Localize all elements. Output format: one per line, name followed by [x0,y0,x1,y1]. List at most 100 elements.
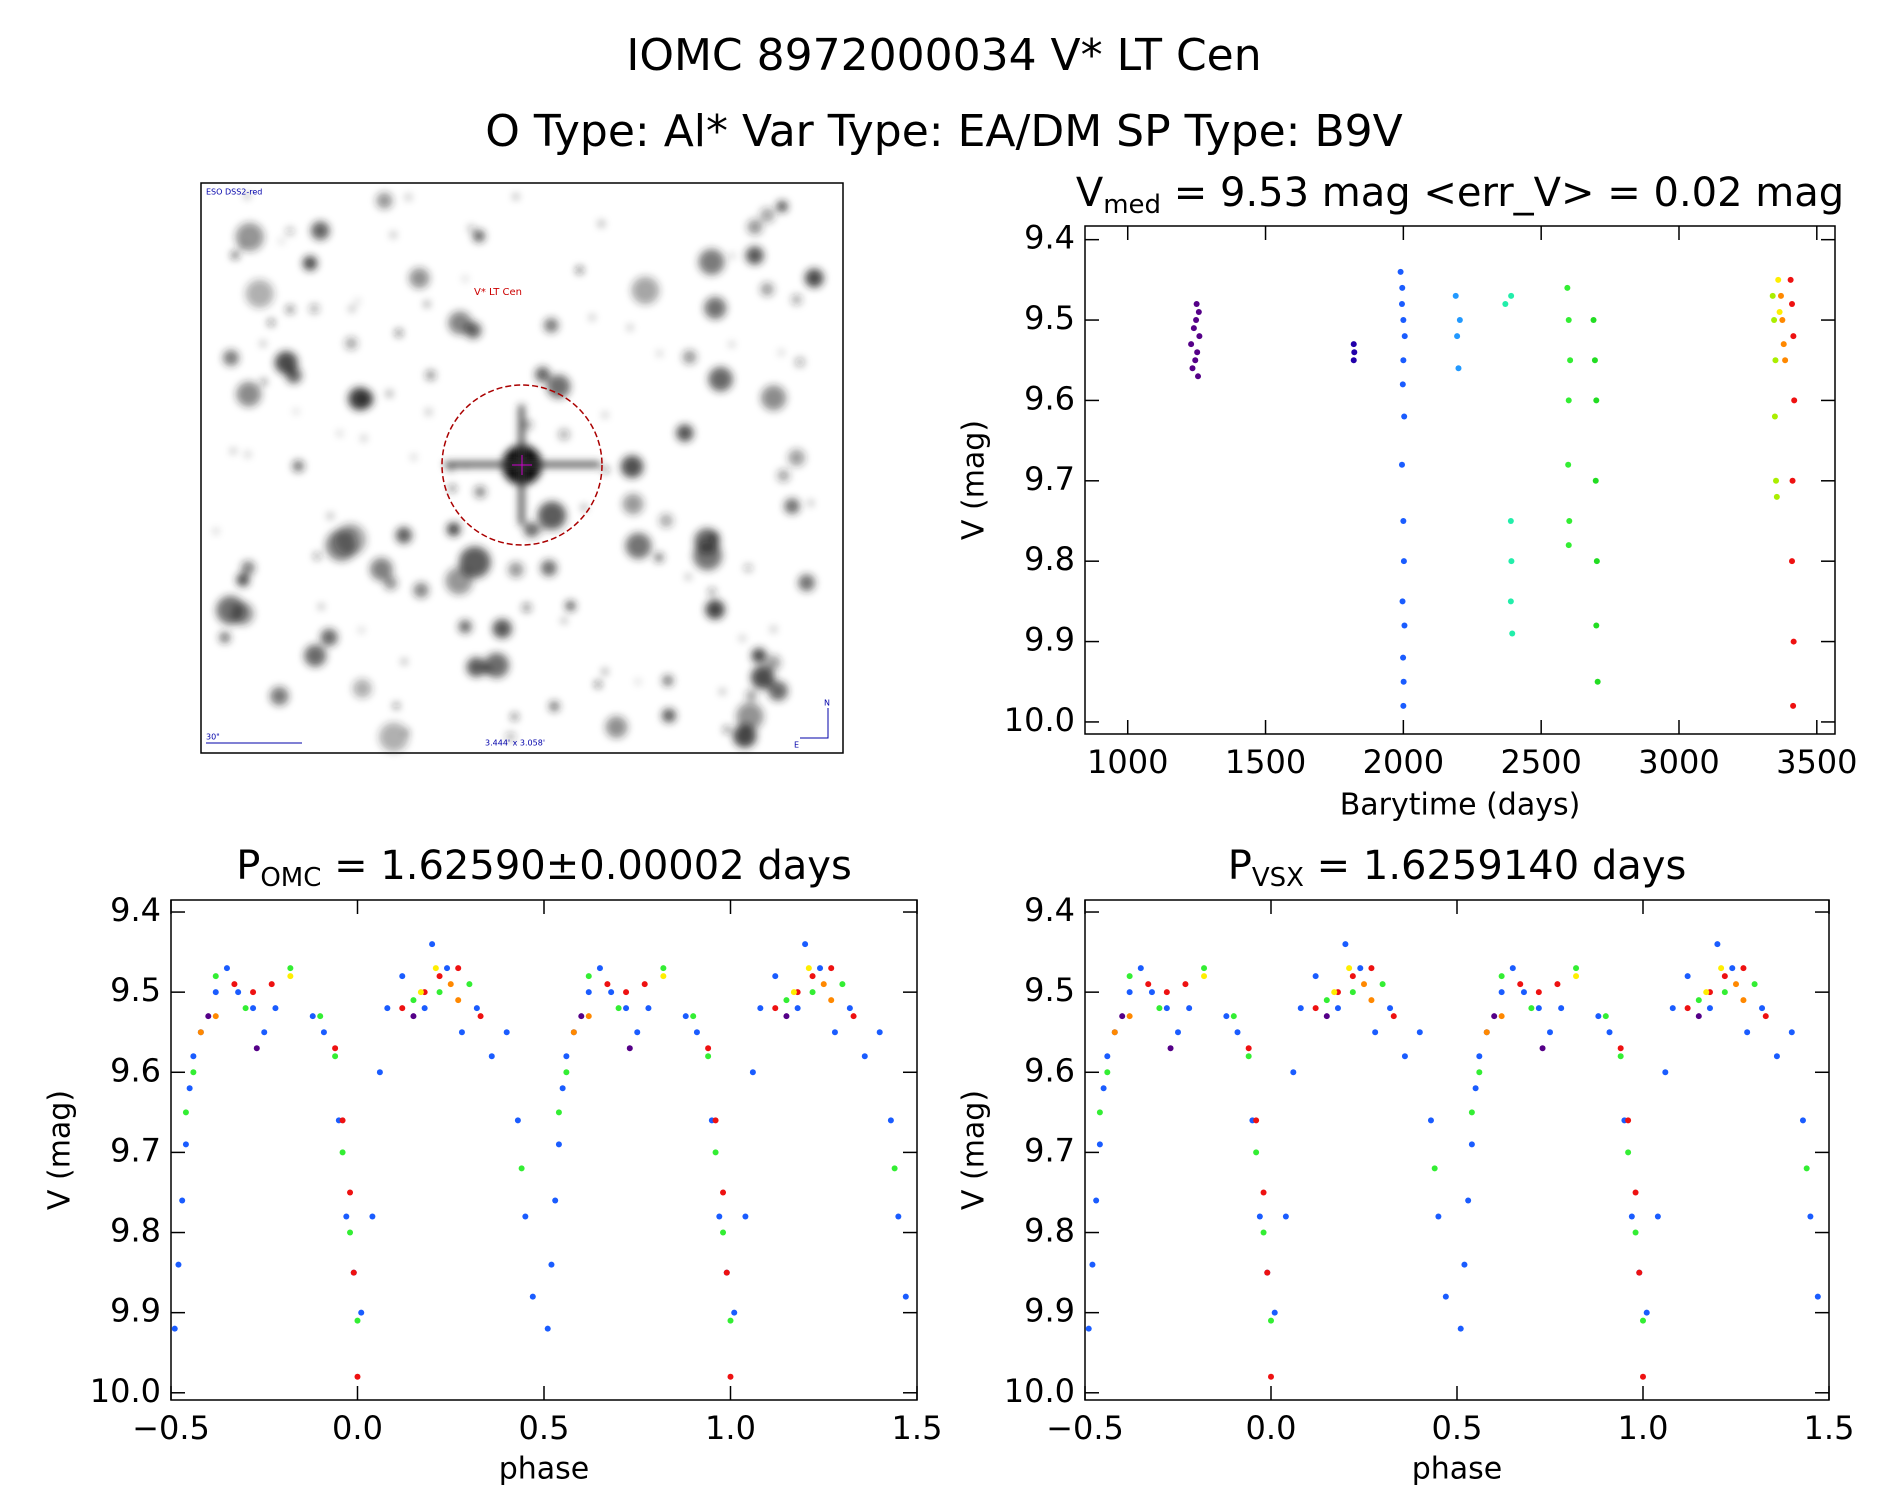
data-point [585,973,592,980]
y-tick-label: 9.4 [1024,219,1075,257]
data-point [1400,678,1407,685]
data-point [447,981,454,988]
data-point [723,1269,730,1276]
data-point [548,1261,555,1268]
star [327,513,334,519]
data-point [1684,973,1691,980]
data-point [1400,517,1407,524]
title-subscript: med [1103,190,1161,220]
data-point [477,1013,484,1020]
data-point [1632,1189,1639,1196]
data-point [1565,461,1572,468]
chart-title: Vmed = 9.53 mag <err_V> = 0.02 mag [1076,170,1844,220]
data-point [1632,1229,1639,1236]
star [459,546,491,578]
data-point [1192,357,1199,364]
x-tick-label: −0.5 [132,1409,210,1447]
data-point [503,1029,510,1036]
star [286,227,294,235]
star [537,501,567,530]
data-point [1349,989,1356,996]
data-point [802,941,809,948]
plot-frame [1084,899,1830,1401]
data-point [171,1325,178,1332]
data-point [645,1005,652,1012]
x-axis-label: Barytime (days) [1340,788,1581,823]
data-point [1398,461,1405,468]
data-point [1455,365,1462,372]
y-tick-label: 9.5 [110,971,161,1009]
data-point [1799,1117,1806,1124]
star [659,513,674,528]
data-point [212,973,219,980]
data-point [1400,357,1407,364]
data-point [712,1117,719,1124]
star [788,449,806,467]
data-point [1790,638,1797,645]
data-point [1502,300,1509,307]
x-tick-label: −0.5 [1046,1409,1124,1447]
sky-image: ESO DSS2-red V* LT Cen 30" 3.444' x 3.05… [200,182,844,754]
star [776,200,788,213]
star [798,574,816,592]
data-point [1223,1013,1230,1020]
data-point [1740,965,1747,972]
data-point [1167,1045,1174,1052]
data-point [1762,1013,1769,1020]
star [270,686,289,706]
data-point [559,1085,566,1092]
data-point [343,1213,350,1220]
star [383,576,398,590]
star [760,282,774,296]
data-point [1100,1085,1107,1092]
star [594,681,602,688]
data-point [212,989,219,996]
data-point [1196,333,1203,340]
star [676,424,694,442]
data-point [1351,349,1358,356]
star [352,678,372,699]
title-part: P [236,843,260,889]
star [540,560,557,577]
data-point [563,1053,570,1060]
data-point [1245,1045,1252,1052]
data-point [1593,558,1600,565]
data-point [182,1109,189,1116]
data-point [1769,292,1776,299]
data-point [1729,965,1736,972]
data-point [1193,317,1200,324]
data-point [1595,1013,1602,1020]
data-point [417,989,424,996]
data-point [555,1109,562,1116]
star [311,221,330,240]
data-point [1617,1045,1624,1052]
star [708,588,716,596]
data-point [1435,1213,1442,1220]
data-point [1771,317,1778,324]
star [292,460,305,472]
star [268,319,275,326]
data-point [1789,300,1796,307]
data-point [1093,1197,1100,1204]
data-point [1334,1005,1341,1012]
star [751,648,767,664]
star [808,500,813,506]
data-point [1253,1149,1260,1156]
data-point [1780,341,1787,348]
star [522,603,532,613]
data-point [887,1117,894,1124]
data-point [1399,381,1406,388]
data-point [1788,1029,1795,1036]
data-point [1643,1309,1650,1316]
data-point [783,1013,790,1020]
data-point [1193,300,1200,307]
data-point [1498,973,1505,980]
data-point [1721,973,1728,980]
title-part: = 1.6259140 days [1304,843,1686,889]
star [402,659,407,664]
star [602,669,608,675]
data-point [1401,333,1408,340]
data-point [1669,1005,1676,1012]
star [337,431,342,436]
data-point [317,1013,324,1020]
